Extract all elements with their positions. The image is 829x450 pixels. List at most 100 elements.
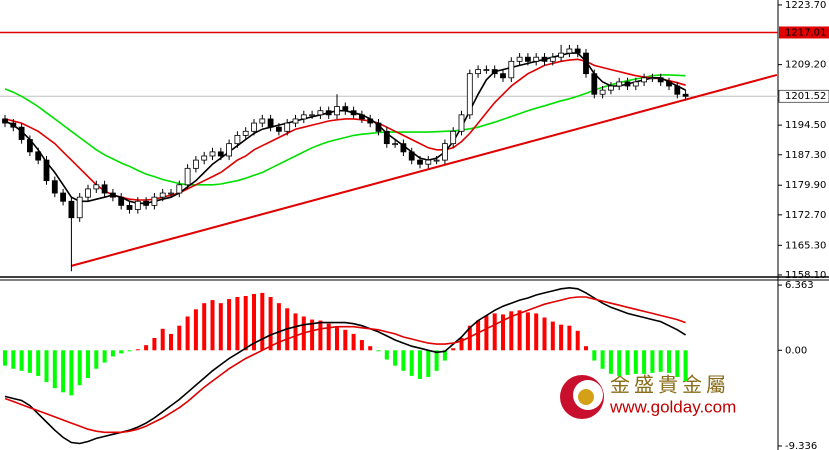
candle-body — [475, 69, 482, 75]
candle-body — [558, 52, 564, 58]
candle-body — [334, 106, 340, 116]
candle-body — [151, 196, 158, 206]
y-tick-label: 1209.20 — [785, 60, 826, 71]
macd-bar — [625, 350, 630, 375]
trendline — [71, 73, 778, 267]
last-price-box — [778, 89, 829, 103]
candle-body — [425, 159, 432, 165]
candle-body — [184, 167, 191, 186]
macd-bar — [77, 350, 82, 386]
macd-bar — [542, 317, 547, 351]
candle-body — [242, 130, 249, 136]
macd-bar — [152, 337, 157, 351]
macd-bar — [102, 350, 107, 363]
y-tick-label: 6.363 — [785, 280, 814, 291]
candle-body — [508, 60, 515, 79]
macd-bar — [559, 324, 564, 351]
macd-bar — [193, 309, 198, 351]
candle-body — [93, 184, 100, 190]
macd-bar — [459, 337, 464, 351]
macd-bar — [534, 313, 539, 351]
candle-body — [325, 110, 332, 116]
macd-bar — [227, 299, 232, 351]
macd-bar — [135, 349, 140, 351]
candle-body — [408, 151, 415, 161]
y-tick-label: 1187.30 — [785, 150, 826, 161]
macd-bar — [252, 293, 256, 351]
candle-body — [110, 192, 116, 198]
macd-bar — [434, 350, 439, 371]
macd-bar — [467, 325, 472, 351]
candle-body — [176, 184, 183, 194]
y-tick-label: 1223.70 — [785, 0, 826, 11]
candle-body — [292, 118, 299, 124]
candle-body — [483, 69, 490, 71]
y-tick-label: 0.00 — [785, 345, 807, 356]
candle-body — [383, 130, 390, 145]
macd-line — [4, 286, 687, 445]
y-tick-label: -9.336 — [785, 441, 817, 450]
macd-bar — [401, 350, 406, 371]
macd-bar — [52, 350, 57, 389]
macd-bar — [218, 303, 223, 351]
candle-body — [450, 130, 457, 145]
macd-bar — [525, 312, 530, 351]
macd-bar — [418, 350, 422, 379]
candle-body — [85, 188, 91, 198]
macd-bar — [509, 311, 514, 351]
macd-bar — [451, 348, 456, 351]
candle-body — [674, 85, 681, 95]
macd-bar — [675, 350, 680, 377]
macd-bar — [617, 350, 622, 376]
macd-bar — [160, 328, 165, 351]
moving-average — [4, 74, 686, 186]
candle-body — [433, 159, 440, 162]
candle-body — [657, 77, 664, 83]
logo: 金盛貴金屬 www.golday.com — [560, 373, 736, 419]
macd-bar — [384, 350, 389, 360]
candle-body — [76, 196, 83, 219]
macd-bar — [110, 350, 115, 357]
candle-body — [649, 77, 656, 80]
candle-body — [226, 143, 233, 157]
candle-body — [350, 110, 357, 116]
candle-body — [525, 56, 531, 62]
candle-body — [458, 114, 465, 132]
macd-bar — [61, 350, 66, 393]
candle-body — [26, 139, 33, 153]
candle-body — [143, 200, 150, 206]
macd-bar — [210, 300, 215, 351]
candle-body — [491, 69, 498, 75]
macd-bar — [19, 350, 24, 371]
logo-name: 金盛貴金屬 — [610, 373, 730, 397]
last-price-label: 1201.52 — [785, 91, 826, 102]
y-tick-label: 1194.50 — [785, 120, 826, 131]
macd-bar — [44, 350, 49, 383]
logo-dot — [578, 389, 594, 405]
candle-body — [134, 200, 141, 210]
candle-body — [666, 81, 672, 87]
macd-bar — [658, 350, 663, 372]
macd-bar — [127, 350, 132, 352]
candle-body — [392, 143, 399, 146]
level-label: 1217.01 — [785, 27, 826, 38]
candle-body — [192, 159, 199, 169]
macd-bar — [86, 350, 90, 378]
macd-bar — [36, 350, 41, 376]
candle-body — [159, 192, 166, 198]
macd-bar — [243, 295, 248, 351]
macd-bar — [94, 350, 99, 369]
y-tick-label: 1158.10 — [785, 270, 826, 281]
candle-body — [375, 122, 382, 132]
macd-bar — [185, 316, 190, 351]
macd-bar — [268, 297, 273, 351]
macd-bar — [484, 315, 489, 351]
candle-body — [641, 77, 647, 83]
y-tick-label: 1179.90 — [785, 180, 826, 191]
candle-body — [267, 118, 274, 128]
macd-bar — [442, 350, 447, 361]
macd-bar — [351, 333, 356, 351]
candle-body — [516, 56, 523, 62]
level-label-box — [779, 26, 829, 39]
macd-bar — [310, 319, 315, 351]
